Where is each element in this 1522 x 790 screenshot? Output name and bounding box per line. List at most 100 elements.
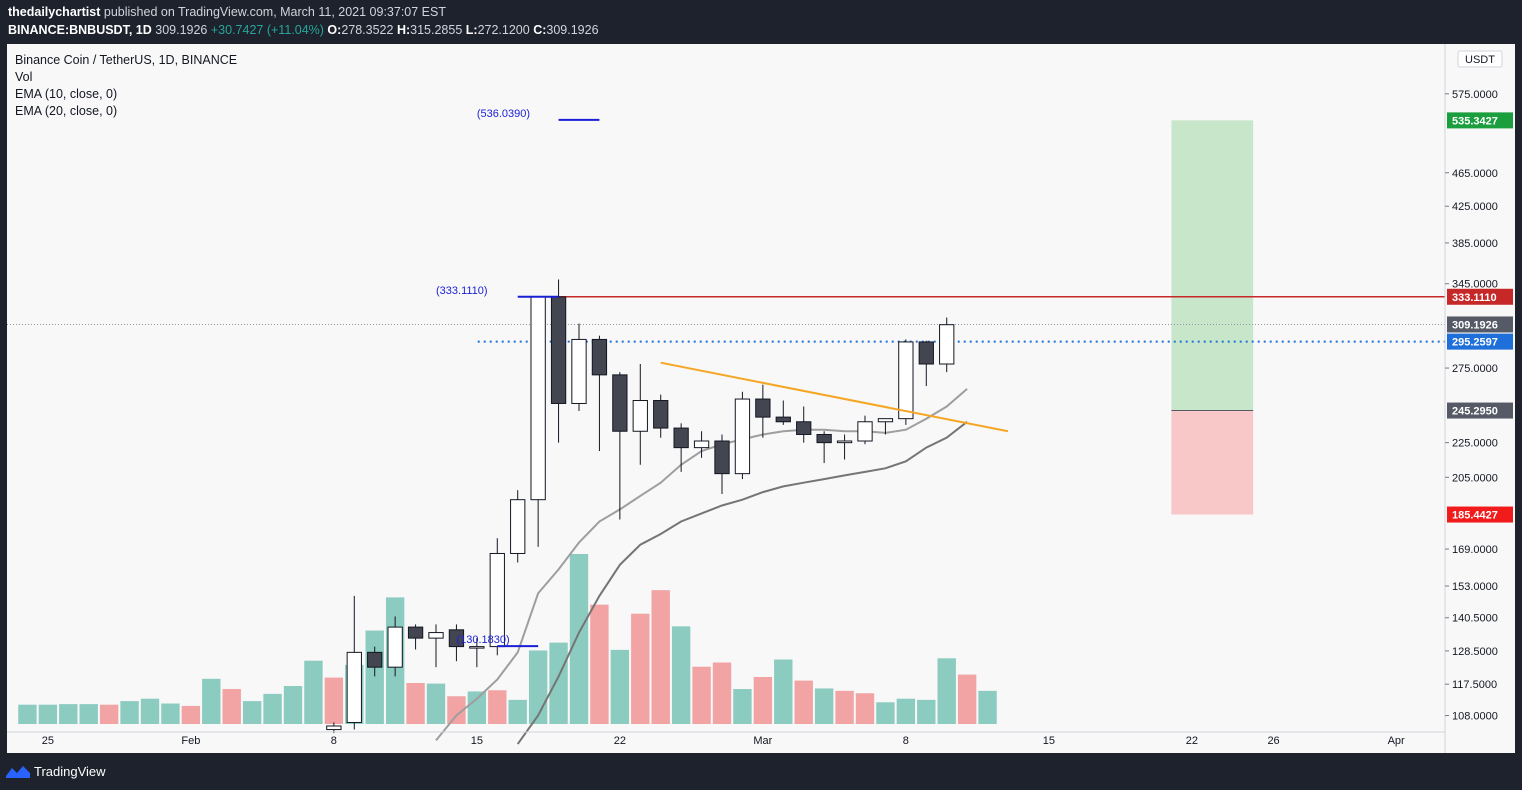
candle-body (407, 626, 424, 639)
entry-price-tag-bg (1447, 402, 1513, 419)
price-axis-label: 140.5000 (1452, 613, 1498, 625)
position-target-zone (1171, 120, 1254, 411)
price-axis-label: 108.0000 (1452, 711, 1498, 723)
target-price-tag-bg (1447, 112, 1513, 129)
candle-body (693, 440, 710, 449)
volume-bar (202, 678, 221, 724)
legend-ema10[interactable]: EMA (10, close, 0) (15, 87, 118, 101)
volume-bar (978, 690, 997, 724)
stop-price-tag-bg (1447, 506, 1513, 523)
volume-bar (814, 688, 834, 724)
candle-body (653, 400, 669, 429)
volume-bar (692, 666, 711, 724)
price-axis-label: 169.0000 (1452, 544, 1498, 556)
volume-bar (365, 630, 384, 724)
volume-bar (99, 704, 119, 724)
price-axis-label: 205.0000 (1452, 472, 1498, 484)
volume-bar (610, 649, 630, 724)
volume-bar (120, 701, 139, 724)
tradingview-logo-icon[interactable] (6, 764, 30, 778)
volume-bar (631, 613, 650, 724)
candle-body (530, 296, 546, 501)
volume-bar (957, 674, 977, 724)
time-axis-label: 22 (614, 735, 626, 747)
time-axis-label: 22 (1186, 735, 1198, 747)
candle-body (734, 398, 751, 475)
time-axis-label: Apr (1388, 735, 1405, 747)
measure-label: (536.0390) (477, 108, 530, 120)
entry-level-price-tag: 295.2597 (1452, 337, 1498, 349)
price-chart[interactable]: (536.0390) (333.1110) (130.1830) 108.0000 11… (7, 44, 1515, 753)
volume-bar (304, 660, 323, 724)
price-axis-label: 385.0000 (1452, 238, 1498, 250)
candle-body (448, 629, 465, 648)
volume-bar (569, 554, 589, 724)
volume-bar (835, 690, 854, 724)
volume-bar (855, 693, 875, 724)
volume-bar (549, 642, 568, 724)
time-axis-label: 26 (1267, 735, 1279, 747)
volume-bar (140, 698, 160, 724)
resistance-price-tag-bg (1447, 288, 1513, 305)
current-price-tag: 309.1926 (1452, 319, 1498, 331)
time-axis-label: 8 (903, 735, 909, 747)
volume-bar (937, 658, 956, 724)
candle-body (939, 324, 955, 365)
currency-badge (1457, 50, 1503, 68)
volume-bar (324, 677, 344, 724)
volume-bar (242, 701, 262, 724)
entry-level-price-tag-bg (1447, 333, 1513, 350)
volume-bar (18, 704, 37, 724)
volume-bar (876, 702, 895, 724)
price-axis-label: 128.5000 (1452, 646, 1498, 658)
brand-name[interactable]: TradingView (34, 764, 106, 779)
candle-body (326, 725, 342, 731)
candle-body (591, 338, 608, 376)
high-label: H: (396, 23, 411, 37)
candle-body (673, 427, 689, 449)
volume-bar (406, 683, 425, 724)
legend-vol[interactable]: Vol (15, 70, 33, 84)
close-label: C: (533, 23, 547, 37)
volume-bar (528, 650, 548, 724)
candle-body (346, 651, 362, 723)
candle-body (857, 421, 873, 442)
ohlc-line: BINANCE:BNBUSDT, 1D 309.1926 +30.7427 (+… (8, 23, 599, 37)
time-axis-label: Mar (753, 735, 772, 747)
open-label: O: (327, 23, 342, 37)
volume-bar (79, 704, 98, 724)
candle-body (755, 398, 771, 418)
legend-title[interactable]: Binance Coin / TetherUS, 1D, BINANCE (15, 53, 238, 67)
candle-body (714, 440, 730, 475)
volume-bar (590, 604, 609, 724)
candle-body (469, 646, 485, 649)
price-axis-label: 117.5000 (1452, 679, 1497, 691)
candle-body (571, 338, 587, 404)
volume-bar (222, 689, 241, 724)
chart-panel[interactable]: (536.0390) (333.1110) (130.1830) 108.0000 11… (7, 44, 1515, 753)
candle-body (775, 416, 791, 423)
currency-label: USDT (1465, 54, 1495, 66)
low-label: L: (465, 23, 478, 37)
legend-ema20[interactable]: EMA (20, close, 0) (15, 104, 118, 118)
candle-body (387, 626, 403, 668)
high-value: 315.2855 (410, 23, 463, 37)
footer-bar: TradingView (0, 753, 1522, 790)
price-axis-label: 575.0000 (1452, 89, 1498, 101)
volume-bar (774, 659, 793, 724)
volume-bar (161, 703, 180, 724)
time-axis-label: 15 (471, 735, 483, 747)
publisher-name[interactable]: thedailychartist (8, 5, 101, 19)
candle-body (550, 296, 567, 404)
chart-legend: Binance Coin / TetherUS, 1D, BINANCE Vol… (15, 52, 237, 120)
current-price-tag-bg (1447, 316, 1513, 333)
close-value: 309.1926 (546, 23, 599, 37)
volume-bar (263, 693, 282, 724)
time-axis-label: 8 (331, 735, 337, 747)
time-axis-label: 15 (1043, 735, 1055, 747)
last-price: 309.1926 (155, 23, 208, 37)
candle-body (898, 341, 914, 420)
candle-body (632, 400, 648, 432)
volume-bar (671, 626, 691, 724)
price-change: +30.7427 (+11.04%) (210, 23, 324, 37)
